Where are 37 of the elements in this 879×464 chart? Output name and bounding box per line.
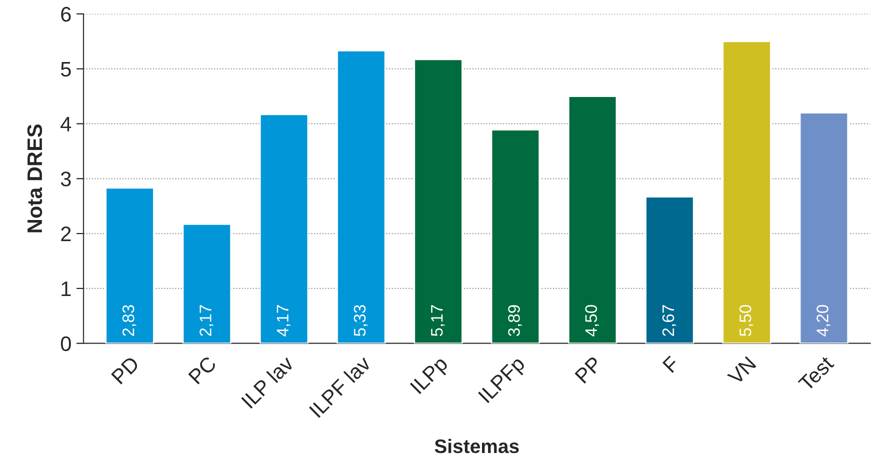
- bar: [259, 114, 309, 344]
- x-tick-label: PP: [574, 356, 602, 384]
- bar: [645, 196, 694, 344]
- data-label: 2,83: [122, 305, 136, 336]
- data-label: 3,89: [508, 305, 522, 336]
- bar: [799, 112, 849, 344]
- bar: [568, 96, 618, 344]
- data-label: 5,33: [354, 305, 368, 336]
- y-tick-label: 3: [60, 172, 71, 186]
- y-tick-label: 2: [61, 226, 71, 242]
- y-tick-label: 4: [60, 116, 72, 132]
- data-label: 4,20: [816, 304, 830, 336]
- y-tick-label: 0: [60, 336, 71, 352]
- data-label: 5,17: [431, 305, 445, 336]
- y-tick-label: 5: [60, 62, 71, 77]
- x-tick-label: Test: [798, 355, 835, 392]
- x-axis-title: Sistemas: [434, 438, 519, 454]
- data-label: 4,17: [276, 305, 290, 336]
- y-axis-title: Nota DRES: [27, 124, 42, 232]
- y-tick-label: 1: [62, 282, 71, 296]
- x-tick-label: ILP lav: [240, 354, 295, 409]
- x-tick-label: VN: [726, 356, 756, 386]
- bar: [722, 40, 772, 344]
- bar: [490, 129, 540, 344]
- data-label: 2,67: [662, 305, 676, 336]
- x-tick-label: F: [662, 356, 680, 373]
- bar: [105, 187, 154, 344]
- data-label: 2,17: [200, 305, 214, 336]
- y-tick-label: 6: [61, 6, 71, 22]
- bar: [336, 50, 386, 344]
- x-tick-label: PC: [188, 355, 218, 385]
- data-label: 4,50: [585, 304, 599, 336]
- bar: [182, 224, 232, 344]
- bar: [414, 58, 463, 344]
- x-tick-label: PD: [111, 356, 140, 384]
- data-label: 5,50: [739, 304, 754, 336]
- x-tick-label: ILPp: [410, 356, 452, 398]
